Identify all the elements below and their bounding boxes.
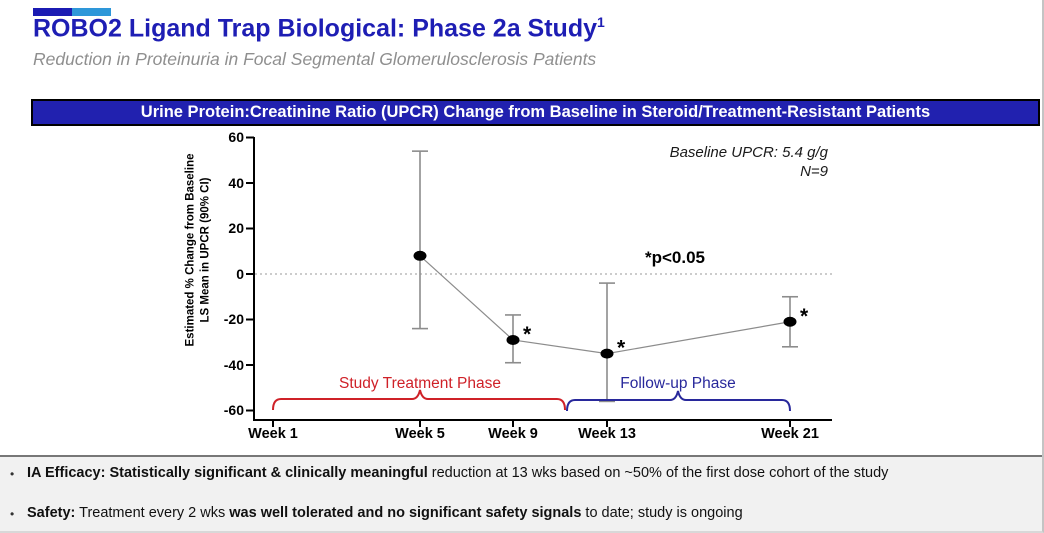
n-annotation: N=9 <box>800 163 828 180</box>
page-title: ROBO2 Ligand Trap Biological: Phase 2a S… <box>33 14 605 43</box>
bullet-icon: • <box>10 507 15 521</box>
page-title-text: ROBO2 Ligand Trap Biological: Phase 2a S… <box>33 14 598 43</box>
follow-up-phase-bracket <box>566 390 791 412</box>
chart-annotations: Baseline UPCR: 5.4 g/g N=9 <box>670 143 828 181</box>
title-footnote-superscript: 1 <box>597 14 605 30</box>
y-tick-label: 20 <box>228 220 244 236</box>
accent-bar-light-segment <box>72 8 111 16</box>
safety-bullet-text: Safety: Treatment every 2 wks was well t… <box>27 505 743 521</box>
series-line <box>419 255 791 355</box>
safety-regular-segment-2: to date; study is ongoing <box>581 505 743 521</box>
follow-up-phase-label: Follow-up Phase <box>620 375 736 392</box>
y-tick-label: -40 <box>223 357 244 373</box>
x-tick-label-week1: Week 1 <box>248 426 298 442</box>
significance-asterisk: * <box>523 323 532 346</box>
significance-asterisk: * <box>800 305 809 328</box>
x-tick-label-week9: Week 9 <box>488 426 538 442</box>
x-tick-label-week21: Week 21 <box>761 426 819 442</box>
safety-bold-segment-1: Safety: <box>27 505 76 521</box>
x-tick-label-week5: Week 5 <box>395 426 445 442</box>
page-subtitle: Reduction in Proteinuria in Focal Segmen… <box>33 49 597 69</box>
accent-bar-dark-segment <box>33 8 72 16</box>
treatment-phase-bracket <box>272 389 566 411</box>
chart-title-banner-text: Urine Protein:Creatinine Ratio (UPCR) Ch… <box>140 103 931 121</box>
y-tick-label: 40 <box>228 175 244 191</box>
p-value-annotation: *p<0.05 <box>645 248 706 267</box>
study-treatment-phase-label: Study Treatment Phase <box>339 375 501 392</box>
footer-bullet-safety: • Safety: Treatment every 2 wks was well … <box>10 504 1032 523</box>
y-tick-label: -60 <box>223 402 244 418</box>
safety-bold-segment-2: was well tolerated and no significant sa… <box>229 505 582 521</box>
data-point <box>600 348 614 359</box>
significance-asterisk: * <box>617 337 626 360</box>
efficacy-regular-segment: reduction at 13 wks based on ~50% of the… <box>427 465 889 481</box>
efficacy-bullet-text: IA Efficacy: Statistically significant &… <box>27 465 888 481</box>
y-tick-label: 60 <box>228 129 244 145</box>
y-tick-label: -20 <box>223 311 244 327</box>
y-axis-label-line1: Estimated % Change from Baseline <box>184 153 197 347</box>
data-point <box>783 316 797 327</box>
accent-bar <box>33 8 111 16</box>
safety-regular-segment-1: Treatment every 2 wks <box>75 505 230 521</box>
x-tick-label-week13: Week 13 <box>578 426 636 442</box>
footer-bullet-efficacy: • IA Efficacy: Statistically significant … <box>10 464 1032 483</box>
footer-summary: • IA Efficacy: Statistically significant … <box>0 455 1042 531</box>
data-point <box>413 250 427 261</box>
baseline-upcr-annotation: Baseline UPCR: 5.4 g/g <box>669 144 828 161</box>
chart-title-banner: Urine Protein:Creatinine Ratio (UPCR) Ch… <box>31 99 1040 126</box>
efficacy-bold-segment: IA Efficacy: Statistically significant &… <box>27 465 428 481</box>
bullet-icon: • <box>10 467 15 481</box>
data-point <box>506 334 520 345</box>
y-tick-label: 0 <box>236 266 244 282</box>
